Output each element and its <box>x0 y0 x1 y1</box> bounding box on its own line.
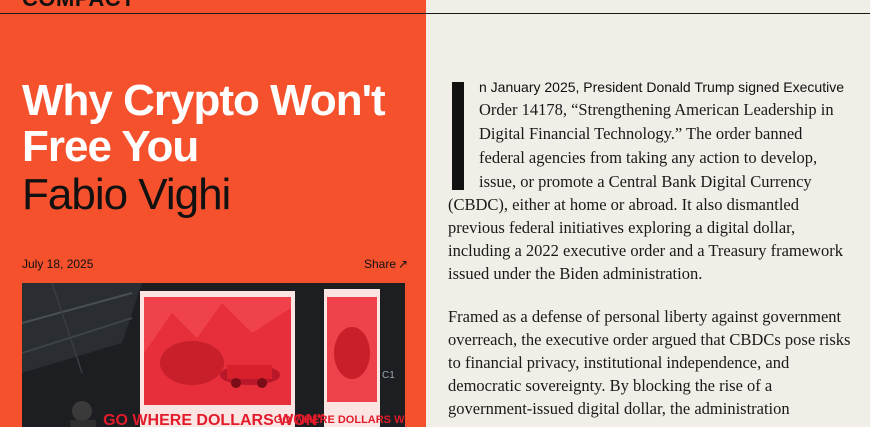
body-line: issue, or promote a Central Bank Digital… <box>479 172 812 191</box>
article-date: July 18, 2025 <box>22 257 94 271</box>
arrow-up-right-icon: ↗ <box>398 257 409 271</box>
svg-text:C1: C1 <box>382 370 395 381</box>
hero-image: GO WHERE DOLLARS WON'T GO WHERE DOLLARS … <box>22 283 405 427</box>
share-button[interactable]: Share ↗ <box>364 257 408 271</box>
hero-sign-text-left: GO WHERE DOLLARS WON'T <box>103 412 331 427</box>
body-line: government-issued digital dollar, the ad… <box>448 399 790 418</box>
dropcap <box>452 82 464 190</box>
article-title: Why Crypto Won't Free You <box>22 76 386 171</box>
share-label: Share <box>364 257 397 271</box>
body-line: to financial privacy, institutional inde… <box>448 353 790 372</box>
body-line: Digital Financial Technology.” The order… <box>479 124 803 143</box>
body-line: issued under the Biden administration. <box>448 264 703 283</box>
header-divider <box>0 13 870 14</box>
body-line: overreach, the executive order argued th… <box>448 330 851 349</box>
hero-sign-text-right: GO WHERE DOLLARS WON'T <box>274 414 405 426</box>
body-line: federal agencies from taking any action … <box>479 148 818 167</box>
lead-line: n January 2025, President Donald Trump s… <box>479 79 844 95</box>
body-line: previous federal initiatives exploring a… <box>448 218 796 237</box>
body-line: (CBDC), either at home or abroad. It als… <box>448 195 799 214</box>
body-line: including a 2022 executive order and a T… <box>448 241 843 260</box>
body-line: Order 14178, “Strengthening American Lea… <box>479 100 834 119</box>
article-hero-panel: COMPACT Why Crypto Won't Free You Fabio … <box>0 0 426 427</box>
body-line: Framed as a defense of personal liberty … <box>448 307 842 326</box>
body-line: democratic sovereignty. By blocking the … <box>448 376 773 395</box>
article-author[interactable]: Fabio Vighi <box>22 170 231 219</box>
site-logo[interactable]: COMPACT <box>22 0 135 12</box>
article-body: n January 2025, President Donald Trump s… <box>426 0 870 427</box>
